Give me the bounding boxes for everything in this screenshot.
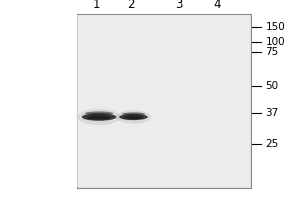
Text: 100: 100 (266, 37, 285, 47)
Text: 37: 37 (266, 108, 279, 118)
Text: 25: 25 (266, 139, 279, 149)
Text: 75: 75 (266, 47, 279, 57)
Ellipse shape (124, 116, 143, 119)
Ellipse shape (119, 114, 148, 120)
Ellipse shape (122, 112, 145, 115)
Text: 3: 3 (175, 0, 182, 11)
Text: 4: 4 (214, 0, 221, 11)
Ellipse shape (116, 110, 151, 124)
Ellipse shape (77, 109, 121, 125)
FancyBboxPatch shape (77, 15, 250, 187)
Text: 1: 1 (92, 0, 100, 11)
Ellipse shape (87, 116, 111, 120)
Ellipse shape (82, 113, 116, 121)
FancyBboxPatch shape (76, 14, 250, 188)
Ellipse shape (85, 111, 113, 115)
Text: 150: 150 (266, 22, 285, 32)
Text: 50: 50 (266, 81, 279, 91)
Text: 2: 2 (127, 0, 134, 11)
